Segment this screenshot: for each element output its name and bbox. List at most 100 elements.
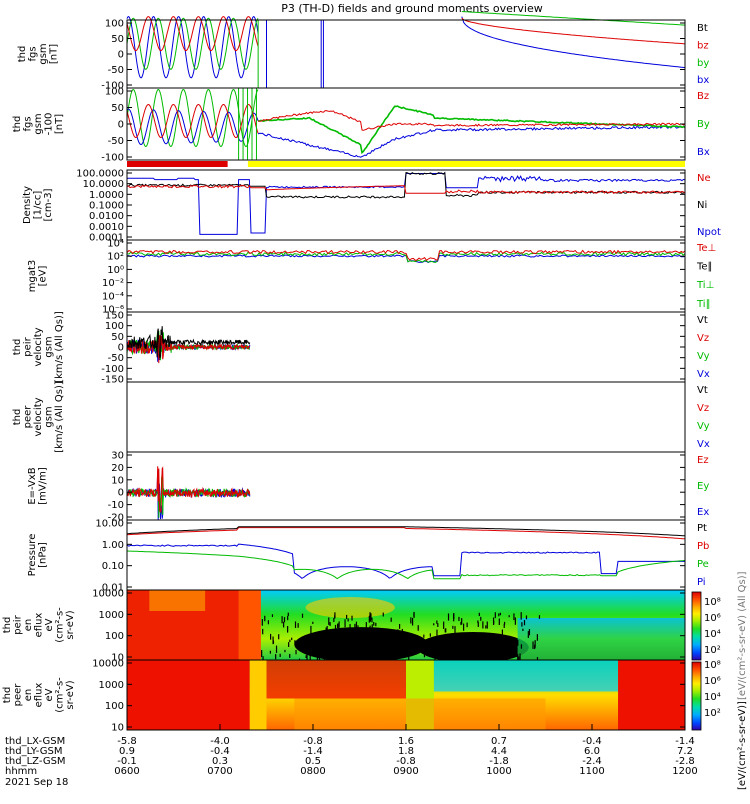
ytick-label: 100 xyxy=(105,87,124,98)
peir-spec-speckle xyxy=(498,650,501,655)
peir-spec-speckle xyxy=(336,641,338,645)
xtick-label-ly: 6.0 xyxy=(584,746,600,757)
mode-bar-segment xyxy=(227,161,248,167)
panel-frame-temperature xyxy=(126,239,686,313)
xtick-label-lz: -2.4 xyxy=(582,756,602,767)
peir-spec-speckle xyxy=(499,612,501,616)
legend-peer_velocity: Vt xyxy=(697,385,708,396)
ylabel-line: fgs xyxy=(28,46,39,61)
peir-spec-speckle xyxy=(503,621,506,625)
peir-spec-speckle xyxy=(328,617,330,625)
ytick-label: 10.0000 xyxy=(83,179,124,190)
peir-spec-speckle xyxy=(522,628,524,631)
peir-spec-speckle xyxy=(463,623,465,631)
legend-efield: Ez xyxy=(697,455,709,466)
ytick-label: 100 xyxy=(105,701,124,712)
legend-fgs_gsm: by xyxy=(697,58,709,69)
ylabel-line: fgs xyxy=(23,116,34,131)
peir-spec-speckle xyxy=(465,640,467,648)
peir-spec-speckle xyxy=(373,621,375,626)
peir-spec-orange xyxy=(238,590,261,660)
peir-spec-speckle xyxy=(272,640,275,644)
peir-spec-speckle xyxy=(369,625,371,634)
panel-peir-spec xyxy=(127,590,685,666)
xtick-label-lx: -0.8 xyxy=(303,736,323,747)
peir-spec-speckle xyxy=(491,645,493,649)
xtick-label-lx: -5.8 xyxy=(117,736,137,747)
xtick-label-ly: 1.8 xyxy=(398,746,414,757)
peir-spec-speckle xyxy=(471,654,474,657)
xtick-label-ly: 0.9 xyxy=(119,746,135,757)
peir-spec-speckle xyxy=(482,621,484,629)
ytick-label: 1000 xyxy=(99,680,124,691)
xtick-label-lx: 1.6 xyxy=(398,736,414,747)
peir-spec-speckle xyxy=(297,623,299,628)
peir-spec-speckle xyxy=(371,624,373,633)
ylabel-line: E=-VxB xyxy=(27,467,38,504)
peir-spec-speckle xyxy=(275,645,278,653)
efield-series xyxy=(126,466,251,513)
legend-fgs_gsm: bz xyxy=(697,40,709,51)
peir-spec-speckle xyxy=(343,636,345,641)
ytick-label: 0 xyxy=(118,488,124,499)
peir-spec-speckle xyxy=(355,633,357,638)
xtick-label-ly: -0.4 xyxy=(210,746,230,757)
legend-fgs_gsm: bx xyxy=(697,75,709,86)
ylabel-line: eflux xyxy=(34,683,45,708)
peir-spec-speckle xyxy=(365,622,367,629)
xtick-label-hhmm: 0800 xyxy=(300,766,325,777)
peir-spec-speckle xyxy=(444,628,446,633)
peir-spec-speckle xyxy=(520,644,523,649)
peir-spec-speckle xyxy=(536,634,538,641)
ylabel-line: thd xyxy=(12,409,23,426)
ylabel-line: peer xyxy=(23,405,34,429)
peir-spec-speckle xyxy=(310,625,312,634)
ytick-label: 0 xyxy=(118,50,124,61)
ylabel-line: -100 xyxy=(44,113,55,136)
peir-spec-speckle xyxy=(385,651,387,658)
peir-spec-speckle xyxy=(267,620,269,625)
peir-spec-speckle xyxy=(461,618,463,625)
peir-spec-speckle xyxy=(312,639,314,644)
legend-peir_velocity: Vz xyxy=(697,333,709,344)
peir-spec-speckle xyxy=(326,626,328,631)
ytick-label: -100 xyxy=(101,81,124,92)
legend-fgs_gsm_lim: Bx xyxy=(697,147,710,158)
peir-spec-speckle xyxy=(351,628,354,634)
ytick-label: 10⁻² xyxy=(102,278,124,289)
colorbar-tick-bottom: 10⁴ xyxy=(704,692,721,703)
ylabel-line: [nT] xyxy=(54,114,65,134)
peir-spec-speckle xyxy=(523,620,526,626)
ylabel-line: thd xyxy=(2,617,13,634)
peir-spec-speckle xyxy=(492,647,494,652)
ytick-label: 0.0100 xyxy=(89,211,124,222)
mode-bar xyxy=(127,161,685,167)
ytick-label: -20 xyxy=(108,513,124,524)
ytick-label: -100 xyxy=(101,153,124,164)
peir-spec-speckle xyxy=(495,651,498,654)
peir-spec-speckle xyxy=(417,625,419,631)
peir-spec-speckle xyxy=(297,639,300,642)
peir-spec-speckle xyxy=(325,652,328,659)
legend-peer_velocity: Vx xyxy=(697,439,710,450)
peir-spec-speckle xyxy=(329,622,331,626)
peir-spec-speckle xyxy=(316,656,319,661)
peir-spec-speckle xyxy=(349,624,351,628)
peir-spec-speckle xyxy=(398,624,401,629)
ytick-label: 0.10 xyxy=(102,561,124,572)
colorbar-tick-bottom: 10⁶ xyxy=(704,676,721,687)
peir-spec-speckle xyxy=(423,634,425,638)
ytick-label: 10000 xyxy=(92,659,124,670)
legend-pressure: Pi xyxy=(697,577,706,588)
ylabel-line: thd xyxy=(12,116,23,133)
peir-spec-speckle xyxy=(410,617,412,624)
peir-spec-speckle xyxy=(334,612,336,619)
xtick-label-lz: 0.5 xyxy=(305,756,321,767)
peir-spec-speckle xyxy=(390,617,392,622)
xtick-label-ly: -1.4 xyxy=(303,746,323,757)
density-ni xyxy=(126,171,686,199)
pressure-pi xyxy=(126,543,685,579)
peir-spec-speckle xyxy=(406,641,408,648)
legend-fgs_gsm_lim: By xyxy=(697,119,710,130)
